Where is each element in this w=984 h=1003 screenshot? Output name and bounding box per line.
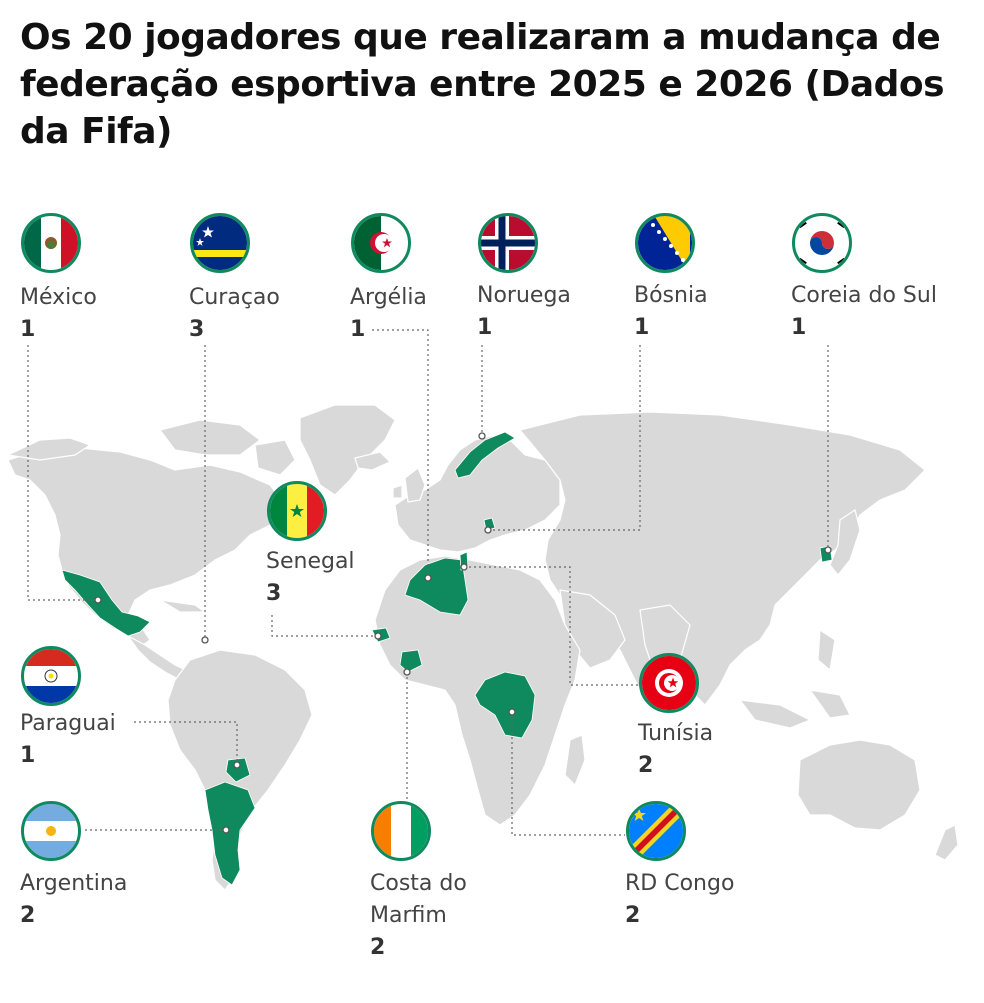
norway-flag-icon bbox=[477, 212, 539, 274]
player-count: 2 bbox=[625, 903, 641, 928]
label-paraguay: Paraguai 1 bbox=[20, 708, 116, 772]
label-algeria: Argélia 1 bbox=[350, 282, 427, 346]
dot-paraguay bbox=[233, 761, 241, 769]
label-ivory-coast: Costa do Marfim 2 bbox=[370, 868, 500, 964]
dot-tunisia bbox=[460, 563, 468, 571]
dot-algeria bbox=[424, 574, 432, 582]
ivory-coast-shape bbox=[399, 649, 423, 673]
bosnia-flag-icon bbox=[634, 212, 696, 274]
dr-congo-flag-icon bbox=[625, 800, 687, 862]
player-count: 2 bbox=[370, 935, 386, 960]
tunisia-flag-icon bbox=[638, 652, 700, 714]
label-dr-congo: RD Congo 2 bbox=[625, 868, 734, 932]
leader-dots bbox=[94, 432, 832, 834]
norway-shape bbox=[454, 431, 516, 479]
australia-shape bbox=[797, 739, 921, 831]
country-name: México bbox=[20, 285, 97, 310]
label-mexico: México 1 bbox=[20, 282, 97, 346]
leader-tunisia bbox=[464, 566, 640, 686]
leader-senegal bbox=[271, 615, 378, 637]
country-name: Coreia do Sul bbox=[791, 283, 937, 308]
mexico-shape bbox=[61, 569, 151, 637]
senegal-flag-icon bbox=[266, 480, 328, 542]
alaska-shape bbox=[5, 437, 92, 461]
country-name: Paraguai bbox=[20, 711, 116, 736]
dot-senegal bbox=[374, 632, 382, 640]
player-count: 1 bbox=[350, 317, 366, 342]
paraguay-shape bbox=[225, 757, 251, 783]
dot-curacao bbox=[201, 636, 209, 644]
label-korea: Coreia do Sul 1 bbox=[791, 280, 937, 344]
africa-shape bbox=[374, 555, 581, 826]
label-bosnia: Bósnia 1 bbox=[634, 280, 708, 344]
player-count: 3 bbox=[189, 317, 205, 342]
country-name: Costa do Marfim bbox=[370, 871, 467, 928]
dr-congo-shape bbox=[474, 671, 536, 739]
player-count: 1 bbox=[20, 743, 36, 768]
dot-korea bbox=[824, 546, 832, 554]
player-count: 1 bbox=[477, 315, 493, 340]
japan-shape bbox=[829, 509, 861, 576]
uk-shape bbox=[404, 467, 426, 503]
player-count: 2 bbox=[638, 753, 654, 778]
curacao-flag-icon bbox=[189, 212, 251, 274]
player-count: 1 bbox=[634, 315, 650, 340]
player-count: 2 bbox=[20, 903, 36, 928]
country-name: Bósnia bbox=[634, 283, 708, 308]
argentina-flag-icon bbox=[20, 800, 82, 862]
player-count: 3 bbox=[266, 581, 282, 606]
label-curacao: Curaçao 3 bbox=[189, 282, 280, 346]
south-korea-flag-icon bbox=[791, 212, 853, 274]
land-masses bbox=[5, 404, 959, 891]
country-name: RD Congo bbox=[625, 871, 735, 896]
ivory-coast-flag-icon bbox=[370, 800, 432, 862]
dot-argentina bbox=[222, 826, 230, 834]
leader-bosnia bbox=[488, 345, 641, 531]
algeria-shape bbox=[404, 557, 469, 616]
player-count: 1 bbox=[791, 315, 807, 340]
dot-mexico bbox=[94, 596, 102, 604]
player-count: 1 bbox=[20, 317, 36, 342]
greenland-shape bbox=[299, 404, 396, 496]
dot-bosnia bbox=[484, 526, 492, 534]
label-norway: Noruega 1 bbox=[477, 280, 571, 344]
label-argentina: Argentina 2 bbox=[20, 868, 127, 932]
leader-paraguay bbox=[134, 721, 238, 765]
leader-drc bbox=[511, 712, 625, 836]
paraguay-flag-icon bbox=[20, 645, 82, 707]
leader-lines bbox=[27, 329, 829, 836]
leader-algeria bbox=[372, 329, 429, 578]
country-name: Argélia bbox=[350, 285, 427, 310]
mexico-flag-icon bbox=[20, 212, 82, 274]
country-name: Argentina bbox=[20, 871, 128, 896]
country-name: Noruega bbox=[477, 283, 571, 308]
dot-drc bbox=[508, 708, 516, 716]
dot-ivory bbox=[403, 668, 411, 676]
north-america-shape bbox=[7, 447, 286, 646]
country-name: Tunísia bbox=[638, 721, 714, 746]
europe-shape bbox=[394, 434, 561, 553]
dot-norway bbox=[478, 432, 486, 440]
argentina-shape bbox=[204, 781, 256, 886]
page-title: Os 20 jogadores que realizaram a mudança… bbox=[20, 17, 945, 152]
label-senegal: Senegal 3 bbox=[266, 546, 355, 610]
country-name: Curaçao bbox=[189, 285, 280, 310]
highlighted-countries bbox=[61, 431, 833, 886]
label-tunisia: Tunísia 2 bbox=[638, 718, 713, 782]
algeria-flag-icon bbox=[350, 212, 412, 274]
arctic-islands-shape bbox=[158, 419, 261, 456]
country-name: Senegal bbox=[266, 549, 355, 574]
asia-shape bbox=[518, 411, 926, 706]
leader-mexico bbox=[27, 345, 98, 601]
iceland-shape bbox=[354, 451, 392, 471]
madagascar-shape bbox=[564, 734, 586, 787]
